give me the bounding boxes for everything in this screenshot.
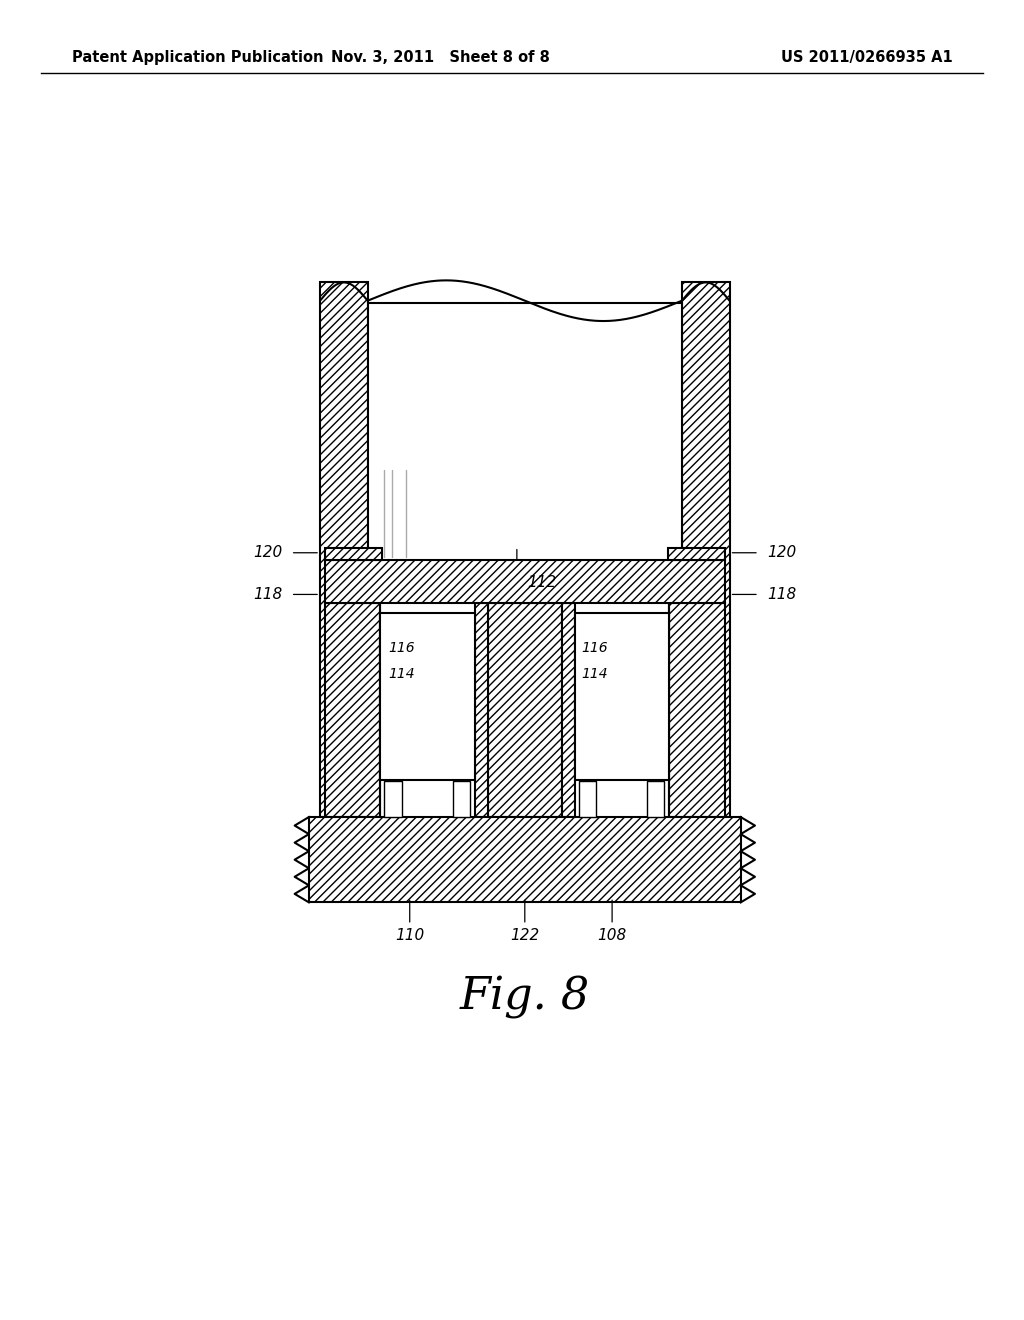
Bar [380,612,475,780]
Bar [670,602,725,817]
Bar [487,602,562,817]
Bar [384,781,401,817]
Text: US 2011/0266935 A1: US 2011/0266935 A1 [780,50,952,65]
Bar [682,282,729,817]
Bar [325,548,382,560]
Text: 116: 116 [388,642,415,655]
Bar [579,781,596,817]
Text: 118: 118 [254,587,283,602]
Text: 108: 108 [597,928,627,942]
Bar [453,781,470,817]
Bar [668,548,725,560]
Bar [321,282,368,817]
Text: Patent Application Publication: Patent Application Publication [72,50,324,65]
Bar [475,602,487,817]
Bar [368,302,682,562]
Text: 120: 120 [254,545,283,560]
Text: 112: 112 [527,576,556,590]
Bar [309,817,740,903]
Bar [325,602,380,817]
Text: Nov. 3, 2011   Sheet 8 of 8: Nov. 3, 2011 Sheet 8 of 8 [331,50,550,65]
Text: 118: 118 [767,587,796,602]
Bar [647,781,665,817]
Text: 120: 120 [767,545,796,560]
Text: 114: 114 [582,667,608,681]
Text: 116: 116 [582,642,608,655]
Bar [574,612,670,780]
Bar [325,560,725,602]
Bar [562,602,574,817]
Text: Fig. 8: Fig. 8 [460,975,590,1019]
Text: 110: 110 [395,928,424,942]
Text: 114: 114 [388,667,415,681]
Text: 122: 122 [510,928,540,942]
